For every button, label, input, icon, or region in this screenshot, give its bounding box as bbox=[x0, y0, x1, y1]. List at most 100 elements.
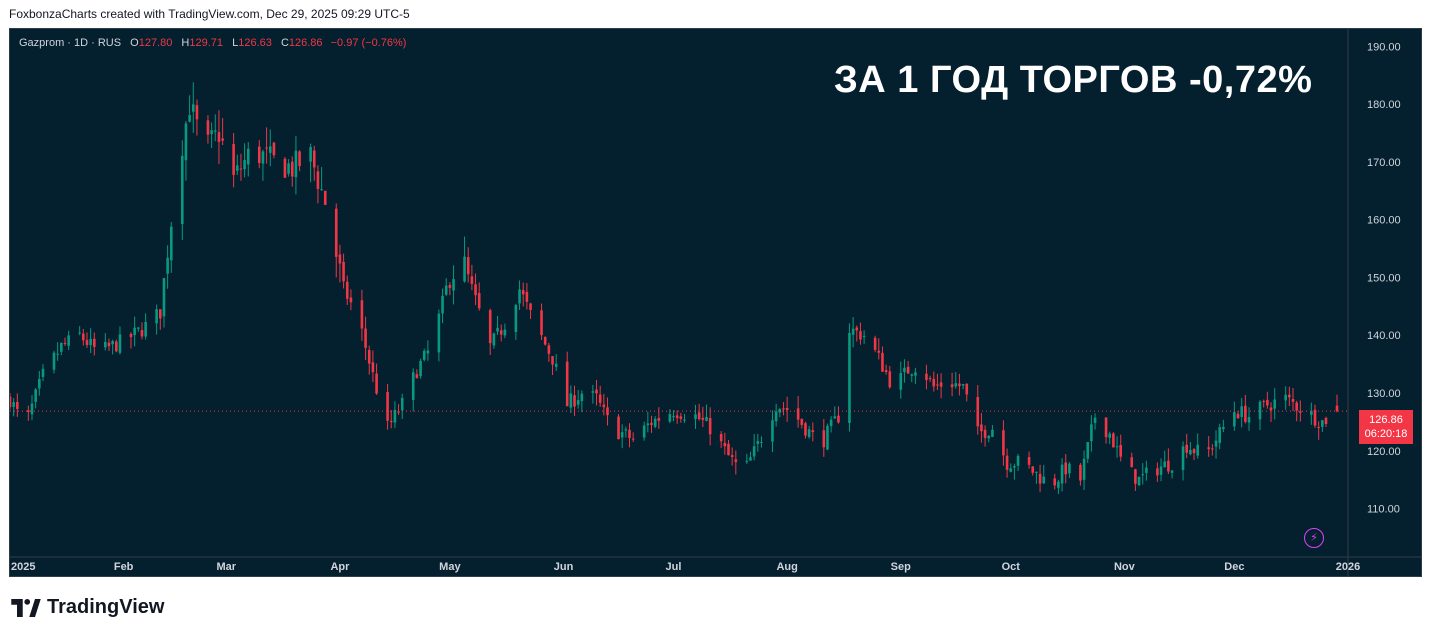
candle-body bbox=[1064, 462, 1068, 475]
candle-body bbox=[463, 256, 466, 282]
candle-body bbox=[1335, 405, 1339, 412]
x-tick-label: Jul bbox=[666, 561, 682, 573]
candle-body bbox=[235, 165, 239, 171]
x-tick-label: Aug bbox=[776, 561, 797, 573]
candle-body bbox=[38, 379, 41, 389]
candle-body bbox=[961, 384, 965, 386]
candle-body bbox=[1207, 447, 1211, 450]
candle-body bbox=[694, 414, 697, 420]
candle-body bbox=[796, 408, 800, 420]
candle-body bbox=[1027, 457, 1031, 465]
legend-low-label: L bbox=[232, 37, 239, 49]
chart-panel[interactable]: 110.00 120.00 130.00 140.00 150.00 160.00 170.… bbox=[9, 28, 1422, 577]
candle-body bbox=[837, 415, 840, 423]
candle-body bbox=[1060, 464, 1064, 484]
candle-body bbox=[650, 422, 653, 425]
candle-body bbox=[980, 424, 983, 432]
y-tick-label: 160.00 bbox=[1367, 215, 1401, 227]
legend-close-label: C bbox=[280, 37, 289, 49]
candle-body bbox=[16, 401, 19, 409]
candle-body bbox=[782, 408, 785, 410]
candle-body bbox=[474, 284, 477, 296]
symbol-legend: Gazprom · 1D · RUS O127.80 H129.71 L126.… bbox=[19, 37, 406, 49]
bar-countdown: 06:20:18 bbox=[1364, 428, 1408, 440]
candle-body bbox=[903, 367, 906, 373]
candle-body bbox=[1082, 458, 1086, 480]
candle-body bbox=[1313, 409, 1317, 426]
candle-body bbox=[158, 309, 162, 319]
candle-body bbox=[309, 147, 312, 162]
x-tick-label: Jun bbox=[554, 561, 574, 573]
candle-body bbox=[697, 412, 701, 420]
candle-body bbox=[631, 438, 635, 440]
legend-open-label: O bbox=[130, 37, 139, 49]
tradingview-logo-icon bbox=[11, 598, 41, 617]
x-tick-label: Nov bbox=[1114, 561, 1136, 573]
candle-body bbox=[232, 144, 235, 175]
candle-body bbox=[928, 378, 932, 380]
candle-body bbox=[1317, 427, 1320, 429]
candle-body bbox=[85, 340, 89, 345]
x-tick-label: Oct bbox=[1002, 561, 1021, 573]
candle-body bbox=[503, 329, 507, 336]
candle-body bbox=[466, 257, 470, 275]
candle-body bbox=[1284, 394, 1287, 401]
candle-body bbox=[653, 418, 657, 427]
candle-body bbox=[349, 297, 353, 303]
candle-body bbox=[749, 457, 752, 461]
candle-body bbox=[628, 429, 631, 438]
candle-body bbox=[525, 291, 529, 302]
candle-body bbox=[950, 384, 954, 388]
candle-body bbox=[1240, 406, 1243, 417]
candle-body bbox=[723, 442, 727, 447]
candle-body bbox=[492, 333, 496, 346]
legend-high: 129.71 bbox=[189, 37, 224, 49]
candle-body bbox=[345, 281, 349, 299]
x-tick-label: Dec bbox=[1224, 561, 1244, 573]
candle-body bbox=[316, 171, 320, 189]
candle-body bbox=[543, 337, 547, 345]
candle-body bbox=[683, 419, 686, 421]
lightning-icon[interactable]: ⚡ bbox=[1304, 528, 1324, 548]
candle-body bbox=[1104, 417, 1108, 438]
x-tick-label: Feb bbox=[114, 561, 134, 573]
candle-body bbox=[1295, 402, 1298, 411]
candle-body bbox=[521, 290, 525, 295]
candle-body bbox=[591, 391, 595, 393]
candle-body bbox=[774, 411, 778, 422]
candle-body bbox=[441, 295, 444, 314]
candle-body bbox=[27, 410, 30, 412]
candle-body bbox=[470, 276, 474, 284]
candle-body bbox=[910, 374, 914, 376]
candle-body bbox=[294, 150, 298, 178]
candle-body bbox=[1159, 466, 1163, 475]
candle-body bbox=[56, 353, 59, 355]
candle-body bbox=[881, 352, 884, 372]
candle-body bbox=[437, 313, 441, 353]
candle-body bbox=[565, 361, 569, 407]
candle-body bbox=[851, 328, 855, 335]
candlestick-chart[interactable]: 110.00 120.00 130.00 140.00 150.00 160.00 170.… bbox=[10, 29, 1421, 576]
candle-body bbox=[1090, 424, 1093, 442]
x-tick-label: Apr bbox=[330, 561, 350, 573]
x-tick-label: 2025 bbox=[11, 561, 35, 573]
candle-body bbox=[708, 418, 712, 435]
candle-body bbox=[411, 372, 415, 400]
candle-body bbox=[719, 434, 723, 442]
chart-credit: FoxbonzaCharts created with TradingView.… bbox=[9, 7, 410, 21]
candle-body bbox=[826, 425, 829, 450]
candle-body bbox=[477, 293, 481, 309]
y-tick-label: 180.00 bbox=[1367, 99, 1401, 111]
candle-body bbox=[848, 332, 851, 424]
candle-body bbox=[1222, 427, 1225, 430]
candle-body bbox=[283, 158, 287, 178]
candle-body bbox=[884, 370, 888, 373]
y-tick-label: 110.00 bbox=[1367, 504, 1400, 516]
candle-body bbox=[642, 425, 646, 438]
candle-body bbox=[807, 429, 811, 437]
candle-body bbox=[426, 350, 430, 354]
last-price: 126.86 bbox=[1369, 414, 1403, 426]
candle-body bbox=[1189, 449, 1192, 455]
candle-body bbox=[752, 446, 756, 457]
candle-body bbox=[617, 416, 620, 440]
